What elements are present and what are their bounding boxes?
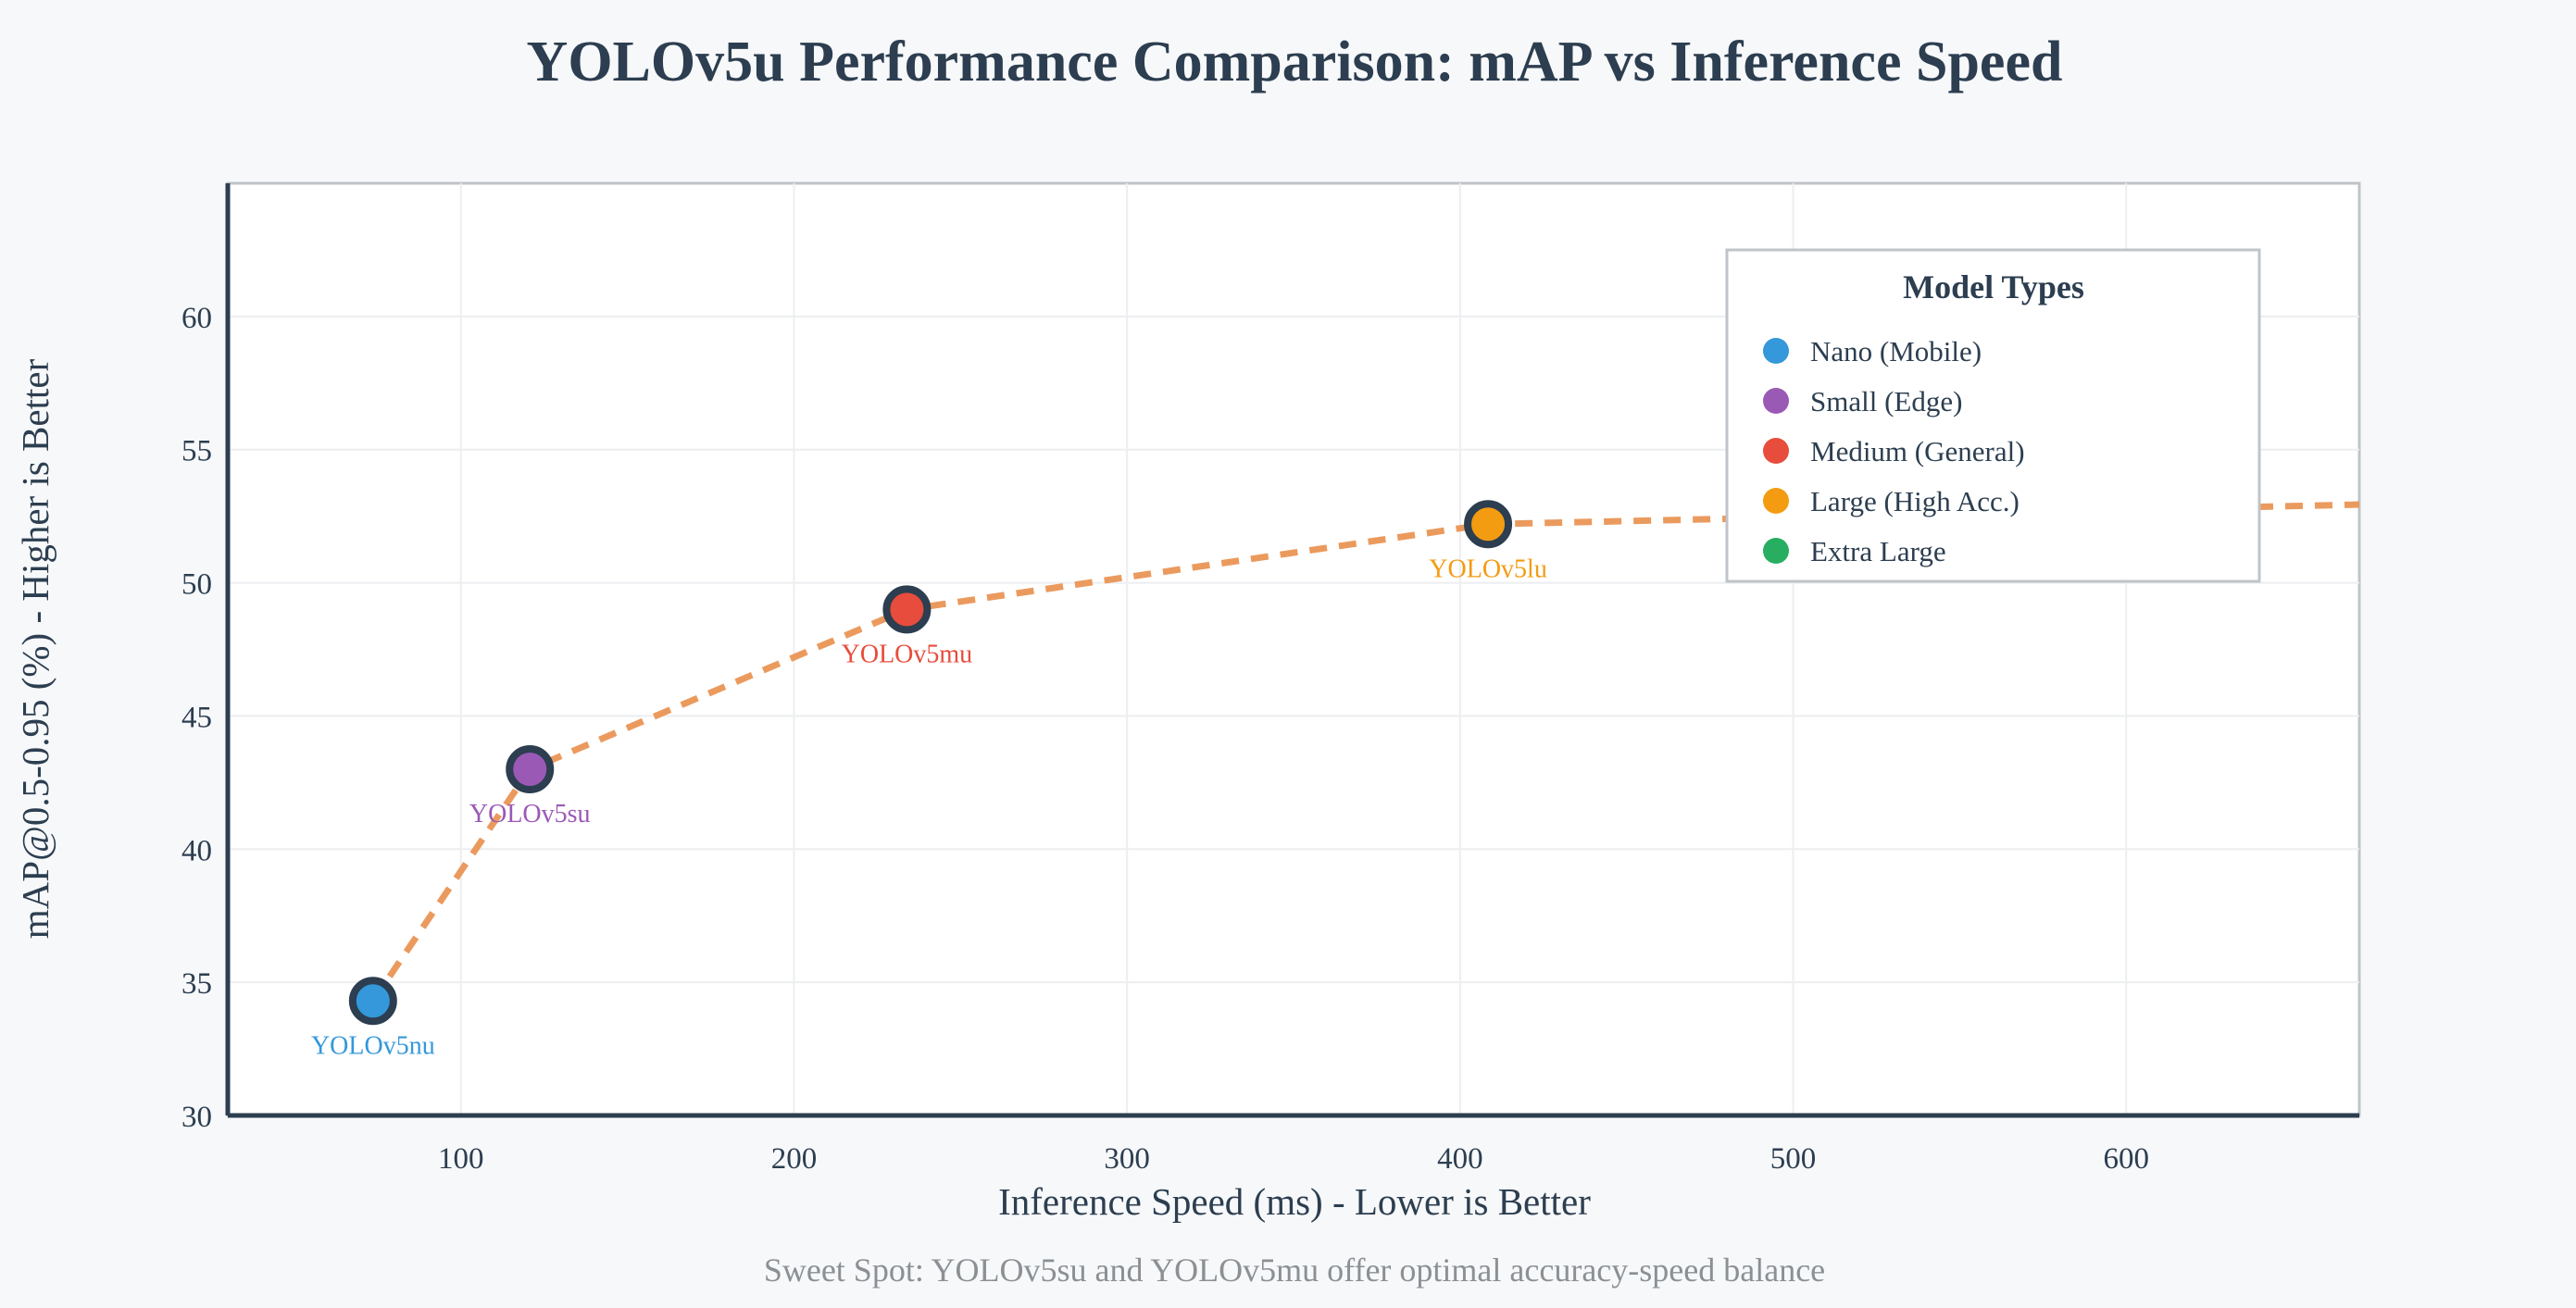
chart-title: YOLOv5u Performance Comparison: mAP vs I…	[527, 31, 2063, 93]
legend-box	[1725, 248, 2261, 583]
data-point-yolov5nu[interactable]	[348, 977, 397, 1026]
legend-label-medium-general: Medium (General)	[1810, 435, 2025, 467]
x-tick-label-400: 400	[1437, 1142, 1483, 1176]
x-tick-label-100: 100	[438, 1142, 484, 1176]
axis-layer: 100 200 300 400 500 600 30 35 40 45 50 55 60	[181, 183, 2359, 1176]
data-point-yolov5mu[interactable]	[882, 585, 932, 634]
y-tick-label-50: 50	[181, 568, 212, 602]
legend-label-large-high-acc: Large (High Acc.)	[1810, 485, 2020, 517]
y-axis-label: mAP@0.5-0.95 (%) - Higher is Better	[14, 358, 56, 939]
legend-label-extra-large: Extra Large	[1810, 535, 1946, 567]
legend-label-small-edge: Small (Edge)	[1810, 385, 1962, 417]
x-axis-label: Inference Speed (ms) - Lower is Better	[998, 1180, 1591, 1223]
x-tick-label-600: 600	[2103, 1142, 2149, 1176]
legend-label-nano-mobile: Nano (Mobile)	[1810, 335, 1982, 367]
label-layer: YOLOv5nuYOLOv5suYOLOv5muYOLOv5luYOLOv5xu	[311, 554, 1547, 1060]
y-tick-label-35: 35	[181, 967, 212, 1001]
y-tick-label-60: 60	[181, 302, 212, 335]
legend-marker-medium-general	[1763, 438, 1789, 464]
x-tick-label-500: 500	[1770, 1142, 1817, 1176]
legend-items: Nano (Mobile) Small (Edge) Medium (General…	[1763, 335, 2025, 567]
y-tick-label-45: 45	[181, 701, 212, 734]
x-tick-label-300: 300	[1104, 1142, 1150, 1176]
legend-marker-nano-mobile	[1763, 338, 1789, 364]
x-tick-label-200: 200	[771, 1142, 818, 1176]
legend-marker-small-edge	[1763, 388, 1789, 414]
data-label-yolov5mu: YOLOv5mu	[842, 640, 973, 668]
legend-title: Model Types	[1903, 268, 2084, 305]
footer-note: Sweet Spot: YOLOv5su and YOLOv5mu offer …	[764, 1252, 1825, 1289]
y-tick-label-30: 30	[181, 1101, 212, 1134]
data-label-yolov5su: YOLOv5su	[469, 800, 591, 828]
grid-layer	[228, 183, 2359, 1115]
data-label-yolov5lu: YOLOv5lu	[1429, 554, 1547, 583]
legend-marker-large-high-acc	[1763, 488, 1789, 514]
data-point-yolov5su[interactable]	[506, 744, 555, 793]
legend-marker-extra-large	[1763, 538, 1789, 564]
y-tick-label-40: 40	[181, 834, 212, 867]
legend: Model Types Nano (Mobile) Small (Edge) Med…	[1725, 248, 2261, 583]
y-tick-label-55: 55	[181, 435, 212, 468]
data-label-yolov5nu: YOLOv5nu	[311, 1031, 435, 1060]
data-point-yolov5lu[interactable]	[1464, 500, 1513, 549]
